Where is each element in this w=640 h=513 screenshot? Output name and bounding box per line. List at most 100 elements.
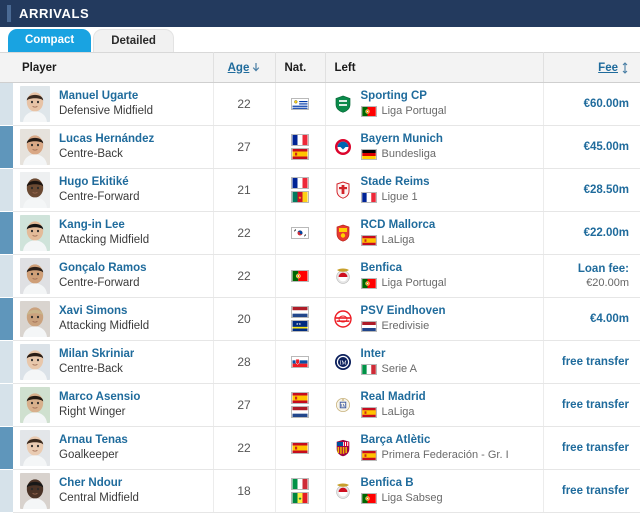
- table-row[interactable]: Xavi Simons Attacking Midfield 20 ★★ PSV Ein…: [0, 297, 640, 341]
- cell-left-club: IM Inter Serie A: [325, 340, 544, 384]
- club-name-link[interactable]: Benfica: [360, 262, 403, 274]
- cell-left-club: Bayern Munich Bundesliga: [325, 125, 544, 169]
- player-name-link[interactable]: Xavi Simons: [59, 305, 128, 317]
- league-name-link[interactable]: Eredivisie: [381, 320, 430, 332]
- cell-nationality: [275, 426, 326, 470]
- tab-compact[interactable]: Compact: [8, 29, 92, 52]
- player-photo[interactable]: [20, 86, 50, 122]
- cell-fee: free transfer: [543, 426, 640, 470]
- row-indicator-bar: [0, 211, 13, 255]
- sort-link-age[interactable]: Age: [228, 62, 261, 74]
- cell-left-club: RM Real Madrid LaLiga: [325, 383, 544, 427]
- club-crest-icon[interactable]: [334, 138, 353, 157]
- player-photo[interactable]: [20, 258, 50, 294]
- player-photo[interactable]: [20, 301, 50, 337]
- player-name-link[interactable]: Hugo Ekitiké: [59, 176, 129, 188]
- league-name-link[interactable]: LaLiga: [381, 234, 415, 246]
- row-indicator-bar: [0, 340, 13, 384]
- svg-text:★: ★: [298, 496, 303, 501]
- cell-age: 27: [213, 383, 276, 427]
- tab-detailed[interactable]: Detailed: [93, 29, 174, 52]
- league-name-link[interactable]: Ligue 1: [381, 191, 418, 203]
- league-name-link[interactable]: Primera Federación - Gr. I: [381, 449, 509, 461]
- player-photo[interactable]: [20, 387, 50, 423]
- club-crest-icon[interactable]: RM: [334, 396, 353, 415]
- league-flag-icon: [360, 450, 377, 461]
- sort-link-fee[interactable]: Fee: [598, 62, 629, 74]
- player-photo[interactable]: [20, 344, 50, 380]
- player-photo[interactable]: [20, 129, 50, 165]
- column-label-player: Player: [22, 61, 57, 74]
- league-flag-icon: [360, 192, 377, 203]
- page-title: Arrivals: [19, 6, 90, 21]
- player-photo[interactable]: [20, 172, 50, 208]
- cell-left-club: Sporting CP Liga Portugal: [325, 82, 544, 126]
- club-crest-icon[interactable]: [334, 310, 353, 329]
- club-crest-icon[interactable]: [334, 181, 353, 200]
- table-row[interactable]: Lucas Hernández Centre-Back 27 Bayern Munic…: [0, 125, 640, 169]
- cell-nationality: [275, 340, 326, 384]
- league-name-link[interactable]: Serie A: [381, 363, 417, 375]
- player-position: Centre-Back: [59, 363, 123, 375]
- flag-icon: [291, 177, 309, 189]
- cell-fee: Loan fee: €20.00m: [543, 254, 640, 298]
- player-name-link[interactable]: Lucas Hernández: [59, 133, 155, 145]
- club-name-link[interactable]: Real Madrid: [360, 391, 426, 403]
- player-photo[interactable]: [20, 215, 50, 251]
- player-photo[interactable]: [20, 430, 50, 466]
- player-name-link[interactable]: Manuel Ugarte: [59, 90, 139, 102]
- flag-icon: [291, 270, 309, 282]
- table-row[interactable]: Gonçalo Ramos Centre-Forward 22 Benfica Liga…: [0, 254, 640, 298]
- club-crest-icon[interactable]: [334, 95, 353, 114]
- club-crest-icon[interactable]: [334, 482, 353, 501]
- club-name-link[interactable]: PSV Eindhoven: [360, 305, 446, 317]
- cell-left-club: Benfica B Liga Sabseg: [325, 469, 544, 513]
- flag-icon: [291, 148, 309, 160]
- player-name-link[interactable]: Milan Skriniar: [59, 348, 135, 360]
- player-photo[interactable]: [20, 473, 50, 509]
- column-label-fee: Fee: [598, 61, 618, 74]
- table-row[interactable]: Kang-in Lee Attacking Midfield 22 RCD Mallo…: [0, 211, 640, 255]
- player-name-link[interactable]: Kang-in Lee: [59, 219, 125, 231]
- column-header-nationality: Nat.: [275, 52, 326, 83]
- club-name-link[interactable]: Stade Reims: [360, 176, 430, 188]
- league-flag-icon: [360, 321, 377, 332]
- club-name-link[interactable]: Bayern Munich: [360, 133, 443, 145]
- table-row[interactable]: Arnau Tenas Goalkeeper 22 Barça Atlètic Prim…: [0, 426, 640, 470]
- player-name-link[interactable]: Marco Asensio: [59, 391, 141, 403]
- league-name-link[interactable]: Liga Sabseg: [381, 492, 443, 504]
- club-name-link[interactable]: RCD Mallorca: [360, 219, 436, 231]
- arrivals-table: Player Age Nat. L: [0, 52, 640, 513]
- league-name-link[interactable]: Liga Portugal: [381, 277, 447, 289]
- column-header-fee[interactable]: Fee: [543, 52, 640, 83]
- player-name-link[interactable]: Cher Ndour: [59, 477, 123, 489]
- cell-player: Manuel Ugarte Defensive Midfield: [13, 82, 214, 126]
- league-name-link[interactable]: Bundesliga: [381, 148, 436, 160]
- cell-fee: free transfer: [543, 383, 640, 427]
- cell-player: Arnau Tenas Goalkeeper: [13, 426, 214, 470]
- player-position: Attacking Midfield: [59, 234, 150, 246]
- club-crest-icon[interactable]: [334, 267, 353, 286]
- club-crest-icon[interactable]: [334, 439, 353, 458]
- club-name-link[interactable]: Barça Atlètic: [360, 434, 431, 446]
- club-name-link[interactable]: Sporting CP: [360, 90, 427, 102]
- player-name-link[interactable]: Arnau Tenas: [59, 434, 128, 446]
- club-crest-icon[interactable]: [334, 224, 353, 243]
- table-row[interactable]: Milan Skriniar Centre-Back 28 IM Inter Serie …: [0, 340, 640, 384]
- cell-fee: €22.00m: [543, 211, 640, 255]
- table-row[interactable]: Hugo Ekitiké Centre-Forward 21 ★ Stade Reims…: [0, 168, 640, 212]
- club-name-link[interactable]: Inter: [360, 348, 386, 360]
- table-row[interactable]: Cher Ndour Central Midfield 18 ★ Benfica B Li…: [0, 469, 640, 513]
- table-row[interactable]: Marco Asensio Right Winger 27 RM Real Madrid…: [0, 383, 640, 427]
- fee-value: free transfer: [561, 399, 629, 411]
- league-name-link[interactable]: LaLiga: [381, 406, 415, 418]
- player-name-link[interactable]: Gonçalo Ramos: [59, 262, 147, 274]
- club-crest-icon[interactable]: IM: [334, 353, 353, 372]
- table-row[interactable]: Manuel Ugarte Defensive Midfield 22 Sportin…: [0, 82, 640, 126]
- row-indicator-bar: [0, 297, 13, 341]
- column-header-age[interactable]: Age: [213, 52, 276, 83]
- club-name-link[interactable]: Benfica B: [360, 477, 414, 489]
- league-name-link[interactable]: Liga Portugal: [381, 105, 447, 117]
- flag-icon: [291, 442, 309, 454]
